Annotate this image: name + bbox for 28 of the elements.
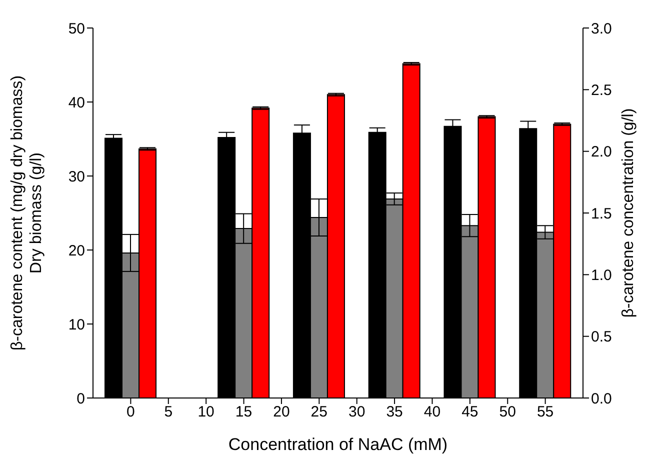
x-tick-label: 45: [462, 404, 478, 421]
y-tick-label: 10: [68, 316, 85, 334]
x-tick-label: 55: [536, 404, 554, 421]
x-tick-label: 25: [310, 404, 328, 421]
y2-tick-label: 1.0: [591, 266, 612, 284]
x-tick-label: 10: [198, 404, 214, 421]
y2-tick-label: 0.5: [591, 328, 612, 346]
x-tick-label: 30: [348, 404, 366, 421]
y-tick-label: 50: [68, 20, 85, 38]
y-tick-label: 0: [76, 390, 85, 408]
y2-tick-label: 0.0: [591, 390, 612, 408]
y2-axis-title: β-carotene concentration (g/l): [620, 108, 637, 318]
y2-tick-label: 2.5: [591, 82, 612, 99]
y-axis-title: β-carotene content (mg/g dry biomass) Dry biomass (g/l): [9, 75, 45, 351]
x-tick-label: 50: [499, 404, 516, 421]
x-tick-label: 0: [126, 404, 135, 421]
y2-tick-label: 1.5: [591, 205, 612, 222]
y2-tick-label: 2.0: [591, 144, 612, 161]
x-tick-label: 5: [164, 404, 173, 421]
y-tick-label: 20: [68, 242, 85, 260]
x-axis-title: Concentration of NaAC (mM): [228, 435, 448, 454]
y-tick-label: 30: [68, 168, 85, 186]
x-tick-label: 15: [235, 404, 252, 421]
y-tick-label: 40: [68, 94, 85, 112]
x-tick-label: 40: [424, 404, 441, 421]
x-tick-label: 35: [386, 404, 403, 421]
x-tick-label: 20: [273, 404, 290, 421]
y2-tick-label: 3.0: [591, 20, 612, 38]
